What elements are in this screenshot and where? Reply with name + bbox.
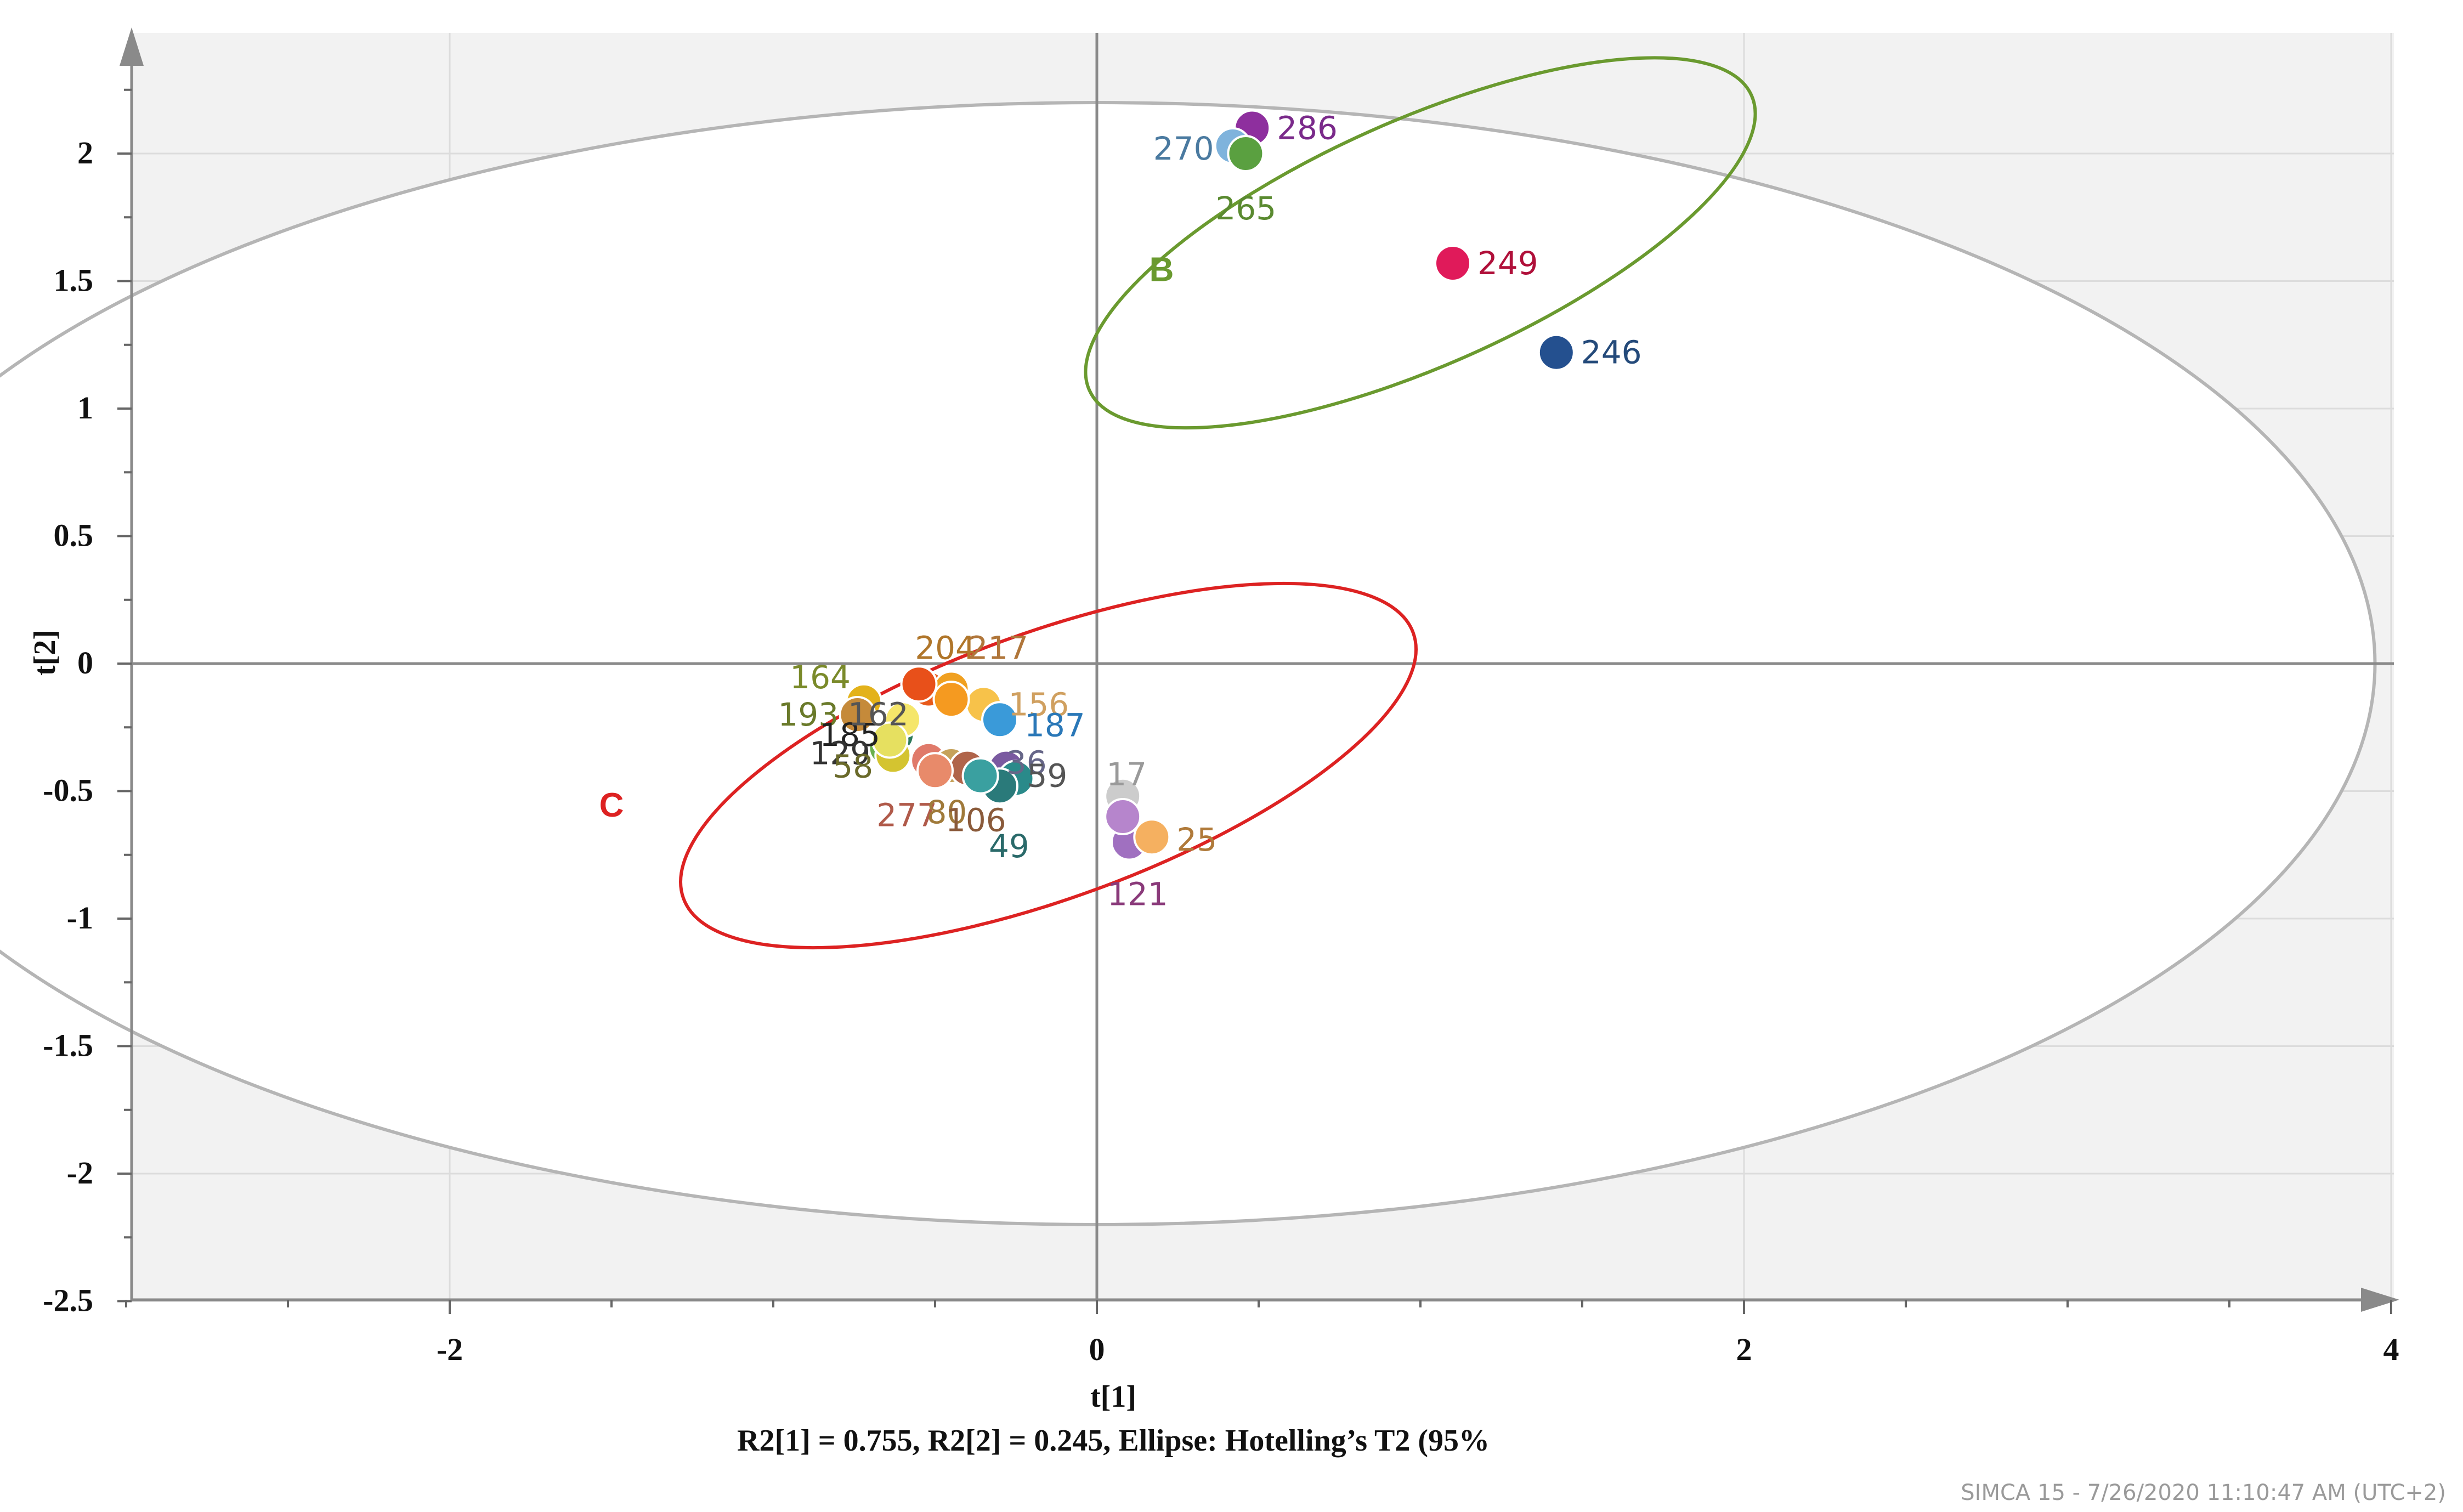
software-footer: SIMCA 15 - 7/26/2020 11:10:47 AM (UTC+2) [1961,1480,2446,1505]
point-label: 193 [778,696,839,733]
data-point [900,665,938,703]
y-tick-label: 0 [77,645,93,681]
axes [117,27,2399,1314]
y-tick-label: 1.5 [54,263,94,298]
group-ellipse-b [1084,56,1757,430]
point-label: 156 [1009,686,1069,723]
point-label: 249 [1477,245,1538,282]
group-label-c: C [599,786,624,824]
point-label: 270 [1153,130,1214,167]
data-points [839,109,1575,861]
y-tick-label: 1 [77,390,93,426]
y-axis-arrow [120,27,144,66]
data-point [839,696,876,733]
group-label-b: B [1150,251,1174,289]
point-label: 277 [876,797,937,834]
data-point [1104,798,1142,835]
y-tick-label: -1 [67,900,93,936]
point-label: 59 [1027,757,1068,794]
point-label: 80 [927,794,967,831]
tick-labels: -6-4-2024621.510.50-0.5-1-1.5-2-2.5 [43,135,2399,1367]
point-label: 204 [915,630,976,667]
point-label: 286 [1277,110,1338,147]
x-tick-label: -2 [437,1332,463,1367]
data-point [916,752,954,790]
x-tick-label: 4 [2383,1332,2399,1367]
x-tick-label: 2 [1736,1332,1752,1367]
point-label: 187 [1024,706,1085,744]
data-point [961,757,999,795]
y-axis-label: t[2] [28,630,62,676]
y-tick-label: 0.5 [54,518,94,553]
data-point [1537,333,1575,371]
point-label: 58 [833,747,873,785]
point-label: 17 [1106,756,1147,793]
point-label: 129 [810,734,871,772]
y-tick-label: -2 [67,1155,93,1191]
chart-caption: R2[1] = 0.755, R2[2] = 0.245, Ellipse: H… [737,1424,1490,1458]
point-label: 217 [968,630,1029,667]
data-point [981,701,1018,739]
group-ellipse-c [679,581,1418,950]
point-label: 265 [1215,190,1276,227]
y-tick-label: 2 [77,135,93,171]
point-label: 121 [1107,876,1168,913]
point-label: 106 [945,802,1006,839]
point-label: 25 [1176,821,1217,858]
data-point [932,681,970,718]
point-label: 36 [1006,744,1047,782]
point-label: 246 [1581,334,1642,371]
y-tick-label: -0.5 [43,773,93,808]
y-tick-label: -2.5 [43,1283,93,1318]
point-label: 185 [819,716,880,754]
data-point [1227,135,1265,172]
point-label: 164 [790,659,851,696]
data-point [1434,244,1471,282]
point-label: 162 [848,695,909,733]
x-axis-label: t[1] [1090,1380,1136,1414]
x-tick-label: 0 [1089,1332,1105,1367]
point-label: 49 [989,828,1029,865]
point-labels: 2522862702652492461641932042171561871851… [778,110,1642,913]
y-tick-label: -1.5 [43,1028,93,1063]
data-point [871,721,909,759]
data-point [1133,818,1171,856]
group-ellipses: ABC [599,56,1757,950]
x-axis-arrow [2361,1288,2399,1312]
